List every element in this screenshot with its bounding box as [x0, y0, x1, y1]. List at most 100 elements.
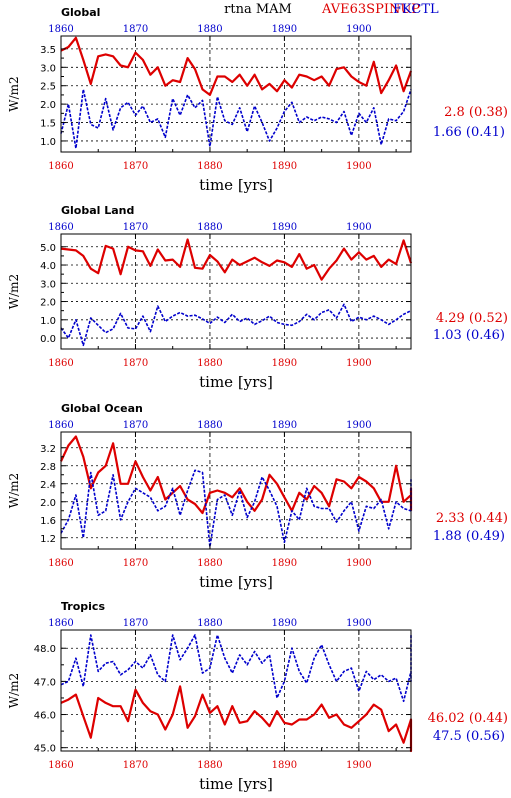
plot-frame: [60, 233, 412, 350]
panel-title: Global Land: [61, 204, 134, 217]
x-tick-label-bottom: 1900: [346, 358, 371, 369]
x-tick-label-top: 1890: [272, 24, 297, 35]
ctl-stat: 1.66 (0.41): [433, 125, 505, 140]
y-axis-label: W/m2: [7, 673, 21, 708]
x-tick-label-top: 1890: [272, 420, 297, 431]
x-tick-label-bottom: 1900: [346, 760, 371, 771]
plot-frame: [60, 35, 412, 153]
x-axis-label: time [yrs]: [199, 775, 273, 793]
x-tick-label-bottom: 1870: [123, 358, 148, 369]
x-tick-label-top: 1860: [48, 420, 73, 431]
x-tick-label-top: 1900: [346, 618, 371, 629]
ctl-series-line: [60, 303, 412, 347]
exp-series-line: [60, 435, 413, 515]
x-tick-label-top: 1860: [48, 24, 73, 35]
x-tick-label-top: 1900: [346, 420, 371, 431]
exp-legend-name: AVE63SPINUP: [321, 2, 420, 17]
exp-stat: 4.29 (0.52): [436, 311, 508, 326]
y-tick-label: 2.8: [40, 462, 56, 473]
exp-stat: 2.8 (0.38): [444, 105, 508, 120]
x-tick-label-top: 1890: [272, 618, 297, 629]
y-axis-label: W/m2: [7, 473, 21, 508]
x-tick-label-top: 1900: [346, 24, 371, 35]
figure-header: rtna MAM AVE63SPINUP FKCTL: [224, 2, 439, 17]
x-tick-label-bottom: 1880: [197, 558, 222, 569]
panel-2: 0.0 1.0 2.0 3.0 4.0 5.0 1860 1860 1870 1870 1880 18…: [7, 204, 508, 391]
ctl-series-line: [60, 469, 412, 548]
y-tick-label: 5.0: [40, 243, 56, 254]
x-tick-label-bottom: 1900: [346, 161, 371, 172]
x-tick-label-top: 1860: [48, 618, 73, 629]
x-tick-label-top: 1900: [346, 222, 371, 233]
x-tick-label-bottom: 1860: [48, 760, 73, 771]
y-tick-label: 3.0: [40, 63, 56, 74]
x-tick-label-bottom: 1860: [48, 161, 73, 172]
x-tick-label-bottom: 1880: [197, 161, 222, 172]
x-tick-label-bottom: 1890: [272, 161, 297, 172]
x-tick-label-top: 1870: [123, 222, 148, 233]
panels: 1.0 1.5 2.0 2.5 3.0 3.5 1860 1860 1870 1870 1880 18…: [7, 6, 508, 793]
x-tick-label-bottom: 1890: [272, 358, 297, 369]
y-tick-label: 4.0: [40, 261, 56, 272]
x-axis-label: time [yrs]: [199, 373, 273, 391]
y-tick-label: 1.5: [40, 119, 56, 130]
x-tick-label-top: 1880: [197, 618, 222, 629]
x-tick-label-bottom: 1890: [272, 760, 297, 771]
x-tick-label-top: 1870: [123, 618, 148, 629]
panel-3: 1.2 1.6 2.0 2.4 2.8 3.2 1860 1860 1870 1870 1880 18…: [7, 402, 508, 591]
y-tick-label: 2.0: [40, 298, 56, 309]
x-tick-label-top: 1880: [197, 24, 222, 35]
y-axis-label: W/m2: [7, 274, 21, 309]
x-axis-label: time [yrs]: [199, 573, 273, 591]
x-tick-label-bottom: 1860: [48, 358, 73, 369]
y-tick-label: 2.0: [40, 498, 56, 509]
y-tick-label: 2.5: [40, 82, 56, 93]
figure-title: rtna MAM: [224, 2, 292, 17]
x-tick-label-bottom: 1870: [123, 558, 148, 569]
x-tick-label-top: 1870: [123, 420, 148, 431]
y-tick-label: 46.0: [34, 711, 56, 722]
ctl-stat: 1.03 (0.46): [433, 328, 505, 343]
y-tick-label: 1.0: [40, 316, 56, 327]
y-tick-label: 1.2: [40, 534, 56, 545]
x-tick-label-bottom: 1900: [346, 558, 371, 569]
x-tick-label-bottom: 1890: [272, 558, 297, 569]
plot-frame: [60, 431, 412, 550]
y-tick-label: 47.0: [34, 677, 56, 688]
x-tick-label-top: 1880: [197, 420, 222, 431]
y-tick-label: 48.0: [34, 644, 56, 655]
panel-title: Global Ocean: [61, 402, 143, 415]
x-tick-label-bottom: 1880: [197, 760, 222, 771]
ctl-stat: 47.5 (0.56): [433, 729, 505, 744]
exp-series-line: [60, 36, 413, 97]
y-tick-label: 2.0: [40, 100, 56, 111]
panel-1: 1.0 1.5 2.0 2.5 3.0 3.5 1860 1860 1870 1870 1880 18…: [7, 6, 508, 194]
ctl-stat: 1.88 (0.49): [433, 529, 505, 544]
panel-title: Tropics: [61, 600, 105, 613]
panel-4: 45.0 46.0 47.0 48.0 1860 1860 1870 1870 1880 1880…: [7, 600, 508, 793]
x-axis-label: time [yrs]: [199, 176, 273, 194]
x-tick-label-bottom: 1880: [197, 358, 222, 369]
exp-series-line: [60, 685, 413, 753]
y-tick-label: 3.0: [40, 279, 56, 290]
ctl-legend-name: FKCTL: [393, 2, 439, 17]
y-tick-label: 3.5: [40, 45, 56, 56]
x-tick-label-bottom: 1860: [48, 558, 73, 569]
y-tick-label: 1.6: [40, 516, 56, 527]
x-tick-label-bottom: 1870: [123, 760, 148, 771]
x-tick-label-top: 1880: [197, 222, 222, 233]
y-axis-label: W/m2: [7, 76, 21, 111]
exp-series-line: [60, 238, 413, 281]
ctl-series-line: [60, 88, 412, 150]
exp-stat: 46.02 (0.44): [428, 711, 508, 726]
y-tick-label: 3.2: [40, 444, 56, 455]
x-tick-label-top: 1870: [123, 24, 148, 35]
panel-title: Global: [61, 6, 100, 19]
y-tick-label: 1.0: [40, 137, 56, 148]
y-tick-label: 45.0: [34, 744, 56, 755]
plot-frame: [60, 629, 412, 752]
x-tick-label-bottom: 1870: [123, 161, 148, 172]
y-tick-label: 2.4: [40, 480, 56, 491]
y-tick-label: 0.0: [40, 334, 56, 345]
